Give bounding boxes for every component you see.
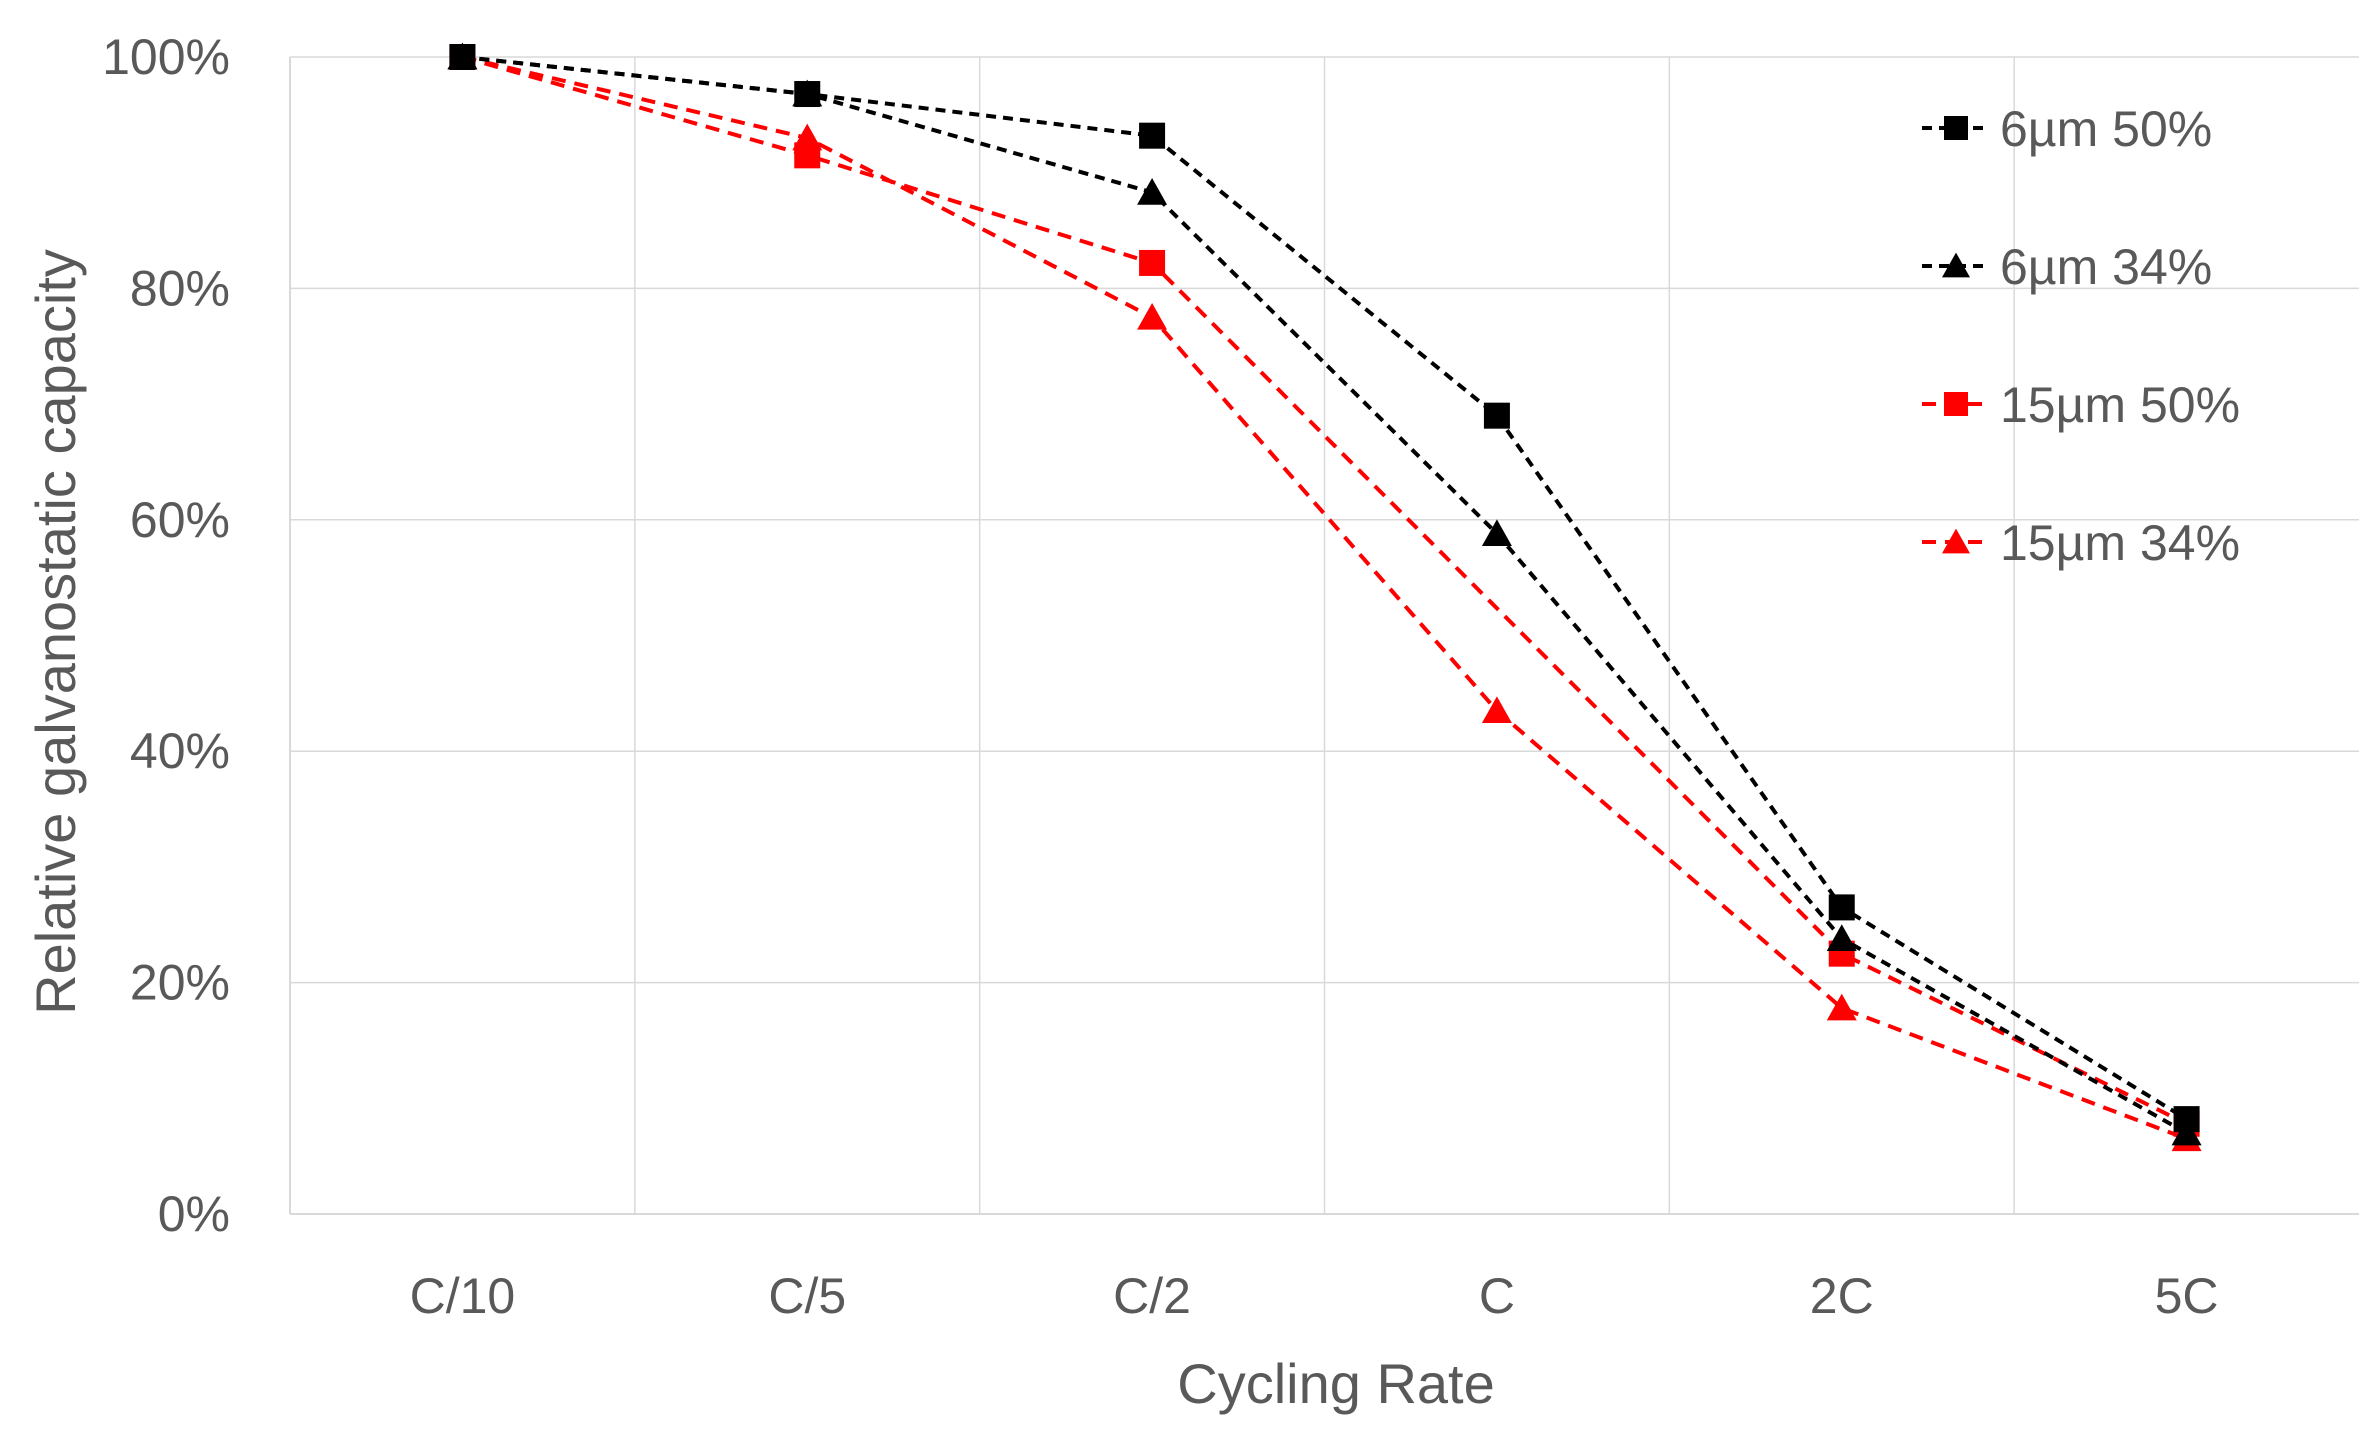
grid xyxy=(290,56,2359,1214)
x-tick-label: C xyxy=(1479,1268,1515,1324)
data-point xyxy=(1826,993,1857,1021)
y-tick-label: 40% xyxy=(130,723,230,779)
legend-entry: 6µm 50% xyxy=(1922,101,2212,157)
x-tick-label: C/10 xyxy=(410,1268,516,1324)
data-point xyxy=(1137,178,1168,205)
y-tick-label: 0% xyxy=(158,1186,230,1242)
x-tick-label: C/2 xyxy=(1113,1268,1191,1324)
data-point xyxy=(1481,519,1512,547)
y-axis-title: Relative galvanostatic capacity xyxy=(24,249,87,1015)
legend-label: 6µm 50% xyxy=(2000,101,2212,157)
y-tick-label: 100% xyxy=(102,29,230,85)
series-group xyxy=(447,42,2202,1152)
axes: 0% 20% 40% 60% 80% 100% C/10 C/5 C/2 C 2C 5C xyxy=(102,29,2359,1324)
legend-label: 15µm 34% xyxy=(2000,515,2240,571)
y-tick-label: 80% xyxy=(130,260,230,316)
data-point xyxy=(1826,924,1857,951)
y-tick-label: 20% xyxy=(130,955,230,1011)
legend-label: 6µm 34% xyxy=(2000,239,2212,295)
y-tick-label: 60% xyxy=(130,492,230,548)
x-axis-title: Cycling Rate xyxy=(1177,1352,1494,1415)
legend-marker xyxy=(1942,528,1970,554)
data-point xyxy=(1139,249,1166,276)
x-tick-label: 5C xyxy=(2155,1268,2219,1324)
legend-marker xyxy=(1942,252,1970,278)
legend-entry: 15µm 50% xyxy=(1922,377,2240,433)
data-point xyxy=(2173,1106,2200,1133)
data-point xyxy=(794,142,821,169)
data-point xyxy=(1137,302,1168,330)
data-point xyxy=(1483,402,1510,429)
series-0 xyxy=(449,44,2200,1133)
series-line xyxy=(462,55,2188,1121)
legend-marker xyxy=(1944,116,1968,140)
legend: 6µm 50% 6µm 34% 15µm 50% 15µm 34% xyxy=(1922,101,2240,571)
legend-marker xyxy=(1944,392,1968,416)
legend-entry: 15µm 34% xyxy=(1922,515,2240,571)
x-tick-label: C/5 xyxy=(768,1268,846,1324)
legend-label: 15µm 50% xyxy=(2000,377,2240,433)
data-point xyxy=(1828,894,1855,921)
data-point xyxy=(1481,696,1512,724)
x-tick-label: 2C xyxy=(1810,1268,1874,1324)
legend-entry: 6µm 34% xyxy=(1922,239,2212,295)
data-point xyxy=(449,44,476,70)
data-point xyxy=(1139,122,1166,149)
data-point xyxy=(794,81,821,108)
series-line xyxy=(461,55,2188,1141)
